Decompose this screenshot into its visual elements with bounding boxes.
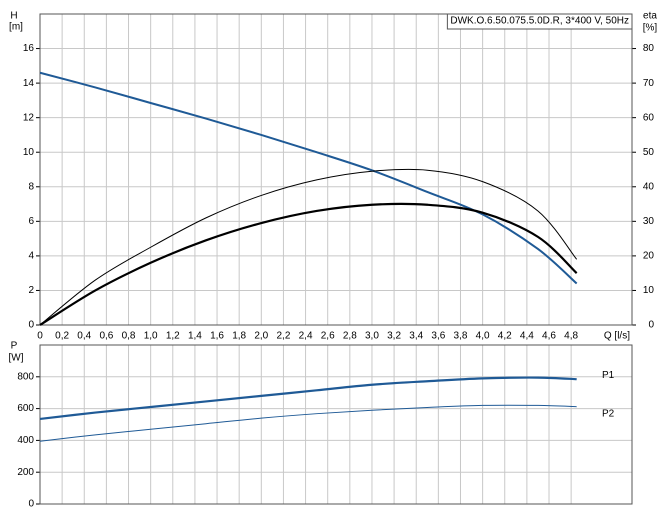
y-axis-unit: [m]: [9, 22, 23, 33]
y2-tick-label: 50: [643, 147, 655, 158]
x-tick-label: 2,2: [276, 331, 290, 342]
x-tick-label: 1,2: [166, 331, 180, 342]
y2-tick-label: 20: [643, 251, 655, 262]
y-axis-unit: [W]: [9, 353, 24, 364]
y-tick-label: 0: [28, 499, 34, 510]
y2-tick-label: 70: [643, 78, 655, 89]
x-tick-label: 3,2: [387, 331, 401, 342]
y2-axis-label: eta: [643, 11, 657, 22]
curve: [39, 376, 577, 421]
x-tick-label: 3,8: [454, 331, 468, 342]
plot-frame: [39, 344, 633, 505]
x-tick-label: 0,6: [99, 331, 113, 342]
x-tick-label: 3,6: [431, 331, 445, 342]
legend-label: P1: [602, 370, 615, 381]
y-tick-label: 800: [17, 371, 34, 382]
legend-label: P2: [602, 408, 615, 419]
y-tick-label: 16: [23, 43, 35, 54]
y2-tick-label: 30: [643, 216, 655, 227]
plot-frame: [39, 13, 633, 326]
x-tick-label: 1,4: [188, 331, 202, 342]
y-tick-label: 4: [28, 251, 34, 262]
x-tick-label: 1,0: [144, 331, 158, 342]
curve: [39, 71, 578, 285]
x-tick-label: 4,0: [476, 331, 490, 342]
x-tick-label: 4,8: [564, 331, 578, 342]
y-tick-label: 12: [23, 112, 35, 123]
x-tick-label: 2,0: [254, 331, 268, 342]
x-tick-label: 2,8: [343, 331, 357, 342]
x-tick-label: 0,4: [77, 331, 91, 342]
x-tick-label: 2,4: [299, 331, 313, 342]
title-box: [446, 13, 633, 30]
x-tick-label: 0,2: [55, 331, 69, 342]
y2-axis-unit: [%]: [643, 23, 658, 34]
y2-tick-label: 80: [643, 43, 655, 54]
x-tick-label: 0: [37, 331, 43, 342]
x-tick-label: 1,8: [232, 331, 246, 342]
y2-tick-label: 0: [648, 320, 654, 331]
x-axis-label: Q [l/s]: [604, 331, 630, 342]
y-axis-label: H: [10, 11, 17, 22]
y2-tick-label: 40: [643, 181, 655, 192]
y-tick-label: 14: [23, 78, 35, 89]
x-tick-label: 4,2: [498, 331, 512, 342]
x-tick-label: 4,4: [520, 331, 534, 342]
x-tick-label: 3,0: [365, 331, 379, 342]
curve: [39, 168, 578, 326]
y-tick-label: 10: [23, 147, 35, 158]
y-tick-label: 400: [17, 435, 34, 446]
y-tick-label: 0: [28, 320, 34, 331]
x-tick-label: 0,8: [122, 331, 136, 342]
y-tick-label: 600: [17, 403, 34, 414]
x-tick-label: 4,6: [542, 331, 556, 342]
y-tick-label: 200: [17, 467, 34, 478]
y-axis-label: P: [11, 341, 18, 352]
chart-title: DWK.O.6.50.075.5.0D.R, 3*400 V, 50Hz: [450, 16, 629, 27]
y2-tick-label: 10: [643, 285, 655, 296]
curve: [39, 404, 577, 442]
y-tick-label: 6: [28, 216, 34, 227]
y-tick-label: 8: [28, 181, 34, 192]
x-tick-label: 1,6: [210, 331, 224, 342]
x-tick-label: 2,6: [321, 331, 335, 342]
curve: [39, 202, 578, 326]
y-tick-label: 2: [28, 285, 34, 296]
x-tick-label: 3,4: [409, 331, 423, 342]
y2-tick-label: 60: [643, 112, 655, 123]
